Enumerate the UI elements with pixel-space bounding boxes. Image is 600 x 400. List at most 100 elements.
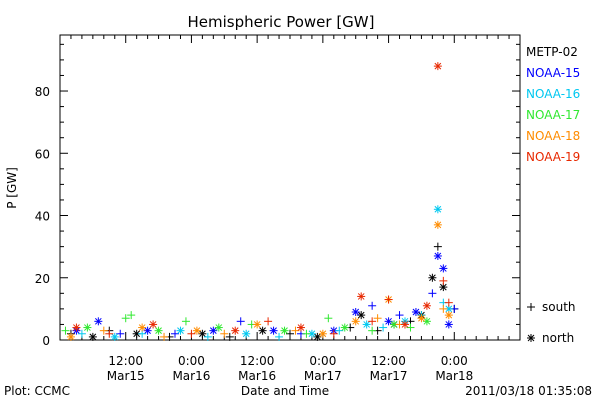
point-star-d2 <box>144 327 151 335</box>
x-axis-label: Date and Time <box>241 384 329 398</box>
point-star-d2 <box>434 221 442 229</box>
point-star-d2 <box>445 311 453 319</box>
point-star <box>72 323 81 332</box>
x-tick-date-label: Mar16 <box>172 369 210 383</box>
x-tick-label: 0:00 <box>441 354 468 368</box>
point-star-d2 <box>401 321 409 328</box>
x-tick-label: 12:00 <box>240 354 275 368</box>
point-plus <box>373 314 382 323</box>
point-star <box>192 326 201 335</box>
point-star <box>198 329 207 338</box>
point-star <box>83 323 92 332</box>
point-plus <box>203 332 212 341</box>
point-star-d2 <box>89 333 97 341</box>
point-star <box>258 326 267 335</box>
x-tick-date-label: Mar18 <box>435 369 473 383</box>
point-star-d2 <box>423 317 431 325</box>
point-plus <box>264 317 273 326</box>
y-axis-label: P [GW] <box>5 167 19 209</box>
point-star-d2 <box>445 305 453 313</box>
point-star <box>351 317 360 326</box>
point-plus <box>444 298 453 307</box>
point-star-d2 <box>352 317 360 325</box>
marker-legend: south north <box>527 300 576 345</box>
point-star-d2 <box>155 327 162 335</box>
legend-entry: NOAA-15 <box>526 66 580 80</box>
point-star <box>269 326 278 335</box>
point-plus <box>439 276 448 285</box>
point-star-d2 <box>352 308 360 316</box>
point-plus <box>61 326 70 335</box>
point-star-d2 <box>445 321 453 328</box>
marker-legend-label: south <box>542 300 576 314</box>
point-star <box>444 311 453 320</box>
point-star-d2 <box>199 330 206 338</box>
x-tick-date-label: Mar15 <box>107 369 145 383</box>
point-plus <box>275 332 284 341</box>
point-star <box>433 251 442 260</box>
point-star-d2 <box>439 283 447 291</box>
footer-timestamp: 2011/03/18 01:35:08 <box>465 384 592 398</box>
y-tick-label: 40 <box>35 210 50 224</box>
point-star-d2 <box>281 327 288 335</box>
point-star-d2 <box>111 333 119 341</box>
y-tick-label: 20 <box>35 272 50 286</box>
point-star-d2 <box>193 327 201 335</box>
y-tick-label: 60 <box>35 147 50 161</box>
point-star <box>214 323 223 332</box>
point-star-d2 <box>418 314 425 322</box>
point-star <box>296 323 305 332</box>
point-star <box>253 320 262 329</box>
point-star-d2 <box>439 265 447 272</box>
point-plus <box>225 332 234 341</box>
point-plus <box>77 329 86 338</box>
point-plus <box>105 329 114 338</box>
point-star <box>433 220 442 229</box>
point-plus <box>379 323 388 332</box>
point-star-d2 <box>149 321 157 328</box>
legend-entry: METP-02 <box>526 45 578 59</box>
point-plus <box>439 304 448 313</box>
point-star-d2 <box>270 327 277 335</box>
point-star-d2 <box>363 321 371 328</box>
footer-plot-credit: Plot: CCMC <box>4 384 70 398</box>
point-plus <box>368 301 377 310</box>
x-tick-label: 12:00 <box>108 354 143 368</box>
x-tick-date-label: Mar17 <box>370 369 408 383</box>
chart-title: Hemispheric Power [GW] <box>188 13 375 31</box>
point-star <box>439 264 448 273</box>
point-plus <box>99 326 108 335</box>
point-star <box>138 323 147 332</box>
x-axis: 12:00Mar150:00Mar1612:00Mar160:00Mar1712… <box>59 35 521 383</box>
point-plus <box>395 311 404 320</box>
plot-frame <box>59 34 521 341</box>
x-tick-label: 0:00 <box>178 354 205 368</box>
point-star <box>149 320 158 329</box>
point-star-d2 <box>314 333 321 341</box>
point-star-d2 <box>423 302 431 310</box>
legend-entry: NOAA-18 <box>526 129 580 143</box>
point-plus <box>384 295 393 304</box>
point-plus <box>181 317 190 326</box>
point-star-d2 <box>412 308 420 316</box>
x-tick-label: 12:00 <box>371 354 406 368</box>
point-plus <box>329 329 338 338</box>
point-star <box>357 292 366 301</box>
point-star <box>444 320 453 329</box>
point-star-d2 <box>231 327 239 335</box>
point-star-d2 <box>297 324 305 331</box>
point-star <box>351 307 360 316</box>
point-star <box>280 326 289 335</box>
legend-entry: NOAA-17 <box>526 108 580 122</box>
point-star-d2 <box>308 330 316 338</box>
point-plus <box>187 329 196 338</box>
point-plus <box>527 303 535 311</box>
point-star <box>231 326 240 335</box>
point-star-d2 <box>341 324 349 331</box>
point-star-d2 <box>215 324 223 331</box>
point-star <box>417 314 426 323</box>
y-tick-label: 0 <box>42 334 50 348</box>
point-plus <box>302 329 311 338</box>
point-plus <box>433 242 442 251</box>
point-star <box>176 326 185 335</box>
